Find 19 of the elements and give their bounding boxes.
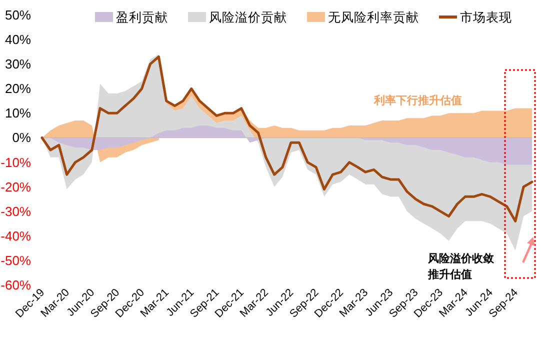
y-tick-label: -20% <box>0 179 32 194</box>
y-tick-label: -40% <box>0 228 32 244</box>
legend-label: 盈利贡献 <box>116 10 168 24</box>
y-tick-label: -30% <box>0 204 32 219</box>
y-tick-label: 40% <box>4 32 32 48</box>
y-tick-label: -10% <box>0 154 32 170</box>
y-tick-label: 10% <box>4 106 32 121</box>
legend-label: 无风险利率贡献 <box>328 10 419 24</box>
y-tick-label: 30% <box>4 56 32 72</box>
annotation: 风险溢价收敛 <box>427 252 495 265</box>
y-tick-label: -50% <box>0 252 32 268</box>
legend-label: 市场表现 <box>460 10 512 24</box>
legend-label: 风险溢价贡献 <box>209 10 287 24</box>
y-tick-label: 0% <box>12 130 32 146</box>
annotation: 推升估值 <box>427 268 472 281</box>
annotation: 利率下行推升估值 <box>373 94 462 107</box>
y-tick-label: 50% <box>4 8 32 22</box>
y-tick-label: -60% <box>0 278 32 292</box>
y-tick-label: 20% <box>4 81 32 96</box>
